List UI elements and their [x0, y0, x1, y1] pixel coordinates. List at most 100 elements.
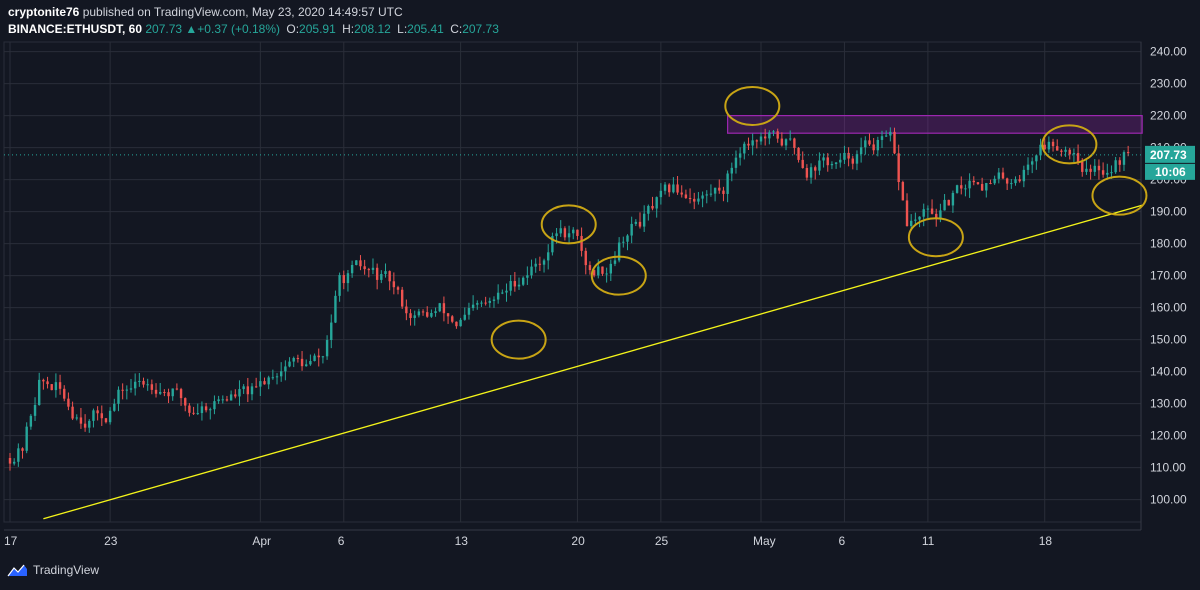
candle-body: [192, 412, 195, 414]
candle-body: [855, 154, 859, 164]
candle-body: [505, 290, 508, 293]
candle-body: [238, 389, 241, 397]
y-tick-label: 100.00: [1150, 493, 1187, 507]
y-tick-label: 230.00: [1150, 77, 1187, 91]
candle-body: [1010, 183, 1013, 185]
candle-body: [826, 157, 829, 166]
candle-body: [559, 228, 562, 234]
symbol-label[interactable]: BINANCE:ETHUSDT, 60: [8, 22, 143, 36]
close-label: C:: [450, 22, 463, 36]
candle-body: [784, 139, 788, 146]
candle-body: [142, 380, 145, 385]
candle-body: [355, 260, 358, 266]
candle-body: [776, 131, 779, 139]
candle-body: [405, 306, 408, 314]
candle-body: [488, 300, 492, 303]
candle-body: [693, 198, 696, 202]
candle-body: [242, 386, 245, 390]
candle-body: [463, 314, 466, 320]
y-tick-label: 220.00: [1150, 109, 1187, 123]
candle-body: [876, 139, 880, 151]
candle-body: [851, 158, 854, 164]
candle-body: [442, 303, 446, 314]
candle-body: [630, 223, 633, 236]
candle-body: [1072, 153, 1076, 155]
candle-body: [1005, 178, 1009, 184]
candle-body: [1051, 141, 1055, 147]
candle-body: [421, 311, 425, 313]
candle-body: [1001, 172, 1005, 179]
candle-body: [1030, 161, 1034, 165]
candle-body: [580, 235, 583, 251]
highlight-circle: [540, 204, 597, 245]
candle-body: [1101, 170, 1105, 175]
candle-body: [1089, 168, 1092, 172]
candle-body: [1026, 164, 1030, 170]
candle-body: [897, 153, 900, 183]
candle-body: [83, 423, 87, 428]
symbol-info: BINANCE:ETHUSDT, 60 207.73 ▲+0.37 (+0.18…: [8, 21, 1138, 38]
candle-body: [805, 167, 809, 178]
candle-body: [755, 140, 759, 142]
candle-body: [467, 308, 471, 315]
author-name[interactable]: cryptonite76: [8, 5, 80, 19]
candle-body: [292, 358, 295, 362]
candle-body: [893, 131, 896, 154]
candle-body: [154, 389, 158, 394]
candle-body: [396, 287, 400, 290]
candle-body: [705, 194, 708, 196]
candle-body: [38, 379, 41, 405]
candle-body: [46, 381, 49, 385]
candle-body: [839, 159, 842, 163]
candle-body: [12, 461, 16, 464]
candle-body: [138, 380, 141, 382]
candle-body: [985, 182, 988, 191]
candle-body: [943, 199, 946, 211]
open-value: 205.91: [299, 22, 336, 36]
low-label: L:: [397, 22, 408, 36]
candle-body: [718, 187, 721, 191]
candle-body: [254, 386, 258, 388]
candle-body: [530, 266, 533, 276]
candle-body: [133, 381, 137, 389]
candle-body: [221, 399, 224, 401]
candle-body: [125, 389, 129, 391]
candle-body: [659, 190, 663, 198]
candle-body: [722, 190, 725, 194]
candle-body: [330, 322, 333, 341]
candle-body: [100, 413, 103, 419]
candle-body: [901, 182, 905, 201]
highlight-circle: [490, 319, 547, 360]
candle-body: [250, 386, 254, 395]
candle-body: [79, 417, 83, 424]
candle-body: [1114, 160, 1117, 173]
candle-body: [605, 273, 608, 275]
candle-body: [847, 152, 850, 159]
candle-body: [1014, 179, 1017, 184]
candle-body: [296, 358, 300, 360]
candle-body: [21, 448, 24, 451]
candle-body: [918, 216, 921, 220]
candle-body: [121, 389, 124, 391]
y-tick-label: 180.00: [1150, 237, 1187, 251]
candle-body: [42, 379, 45, 382]
candle-body: [567, 233, 571, 238]
candle-body: [626, 235, 629, 242]
y-tick-label: 190.00: [1150, 205, 1187, 219]
candle-body: [697, 198, 700, 202]
candle-body: [613, 260, 617, 264]
candle-body: [676, 184, 679, 193]
candle-body: [380, 274, 383, 280]
x-tick-label: 6: [838, 534, 845, 548]
candle-body: [738, 153, 742, 158]
tradingview-logo[interactable]: TradingView: [6, 562, 99, 578]
triangle-up-icon: ▲: [185, 22, 198, 36]
y-tick-label: 240.00: [1150, 45, 1187, 59]
candle-body: [150, 384, 154, 390]
candle-body: [609, 263, 612, 274]
candle-body: [884, 135, 888, 137]
candle-body: [263, 381, 266, 385]
candle-body: [430, 312, 433, 317]
candle-body: [71, 406, 74, 419]
